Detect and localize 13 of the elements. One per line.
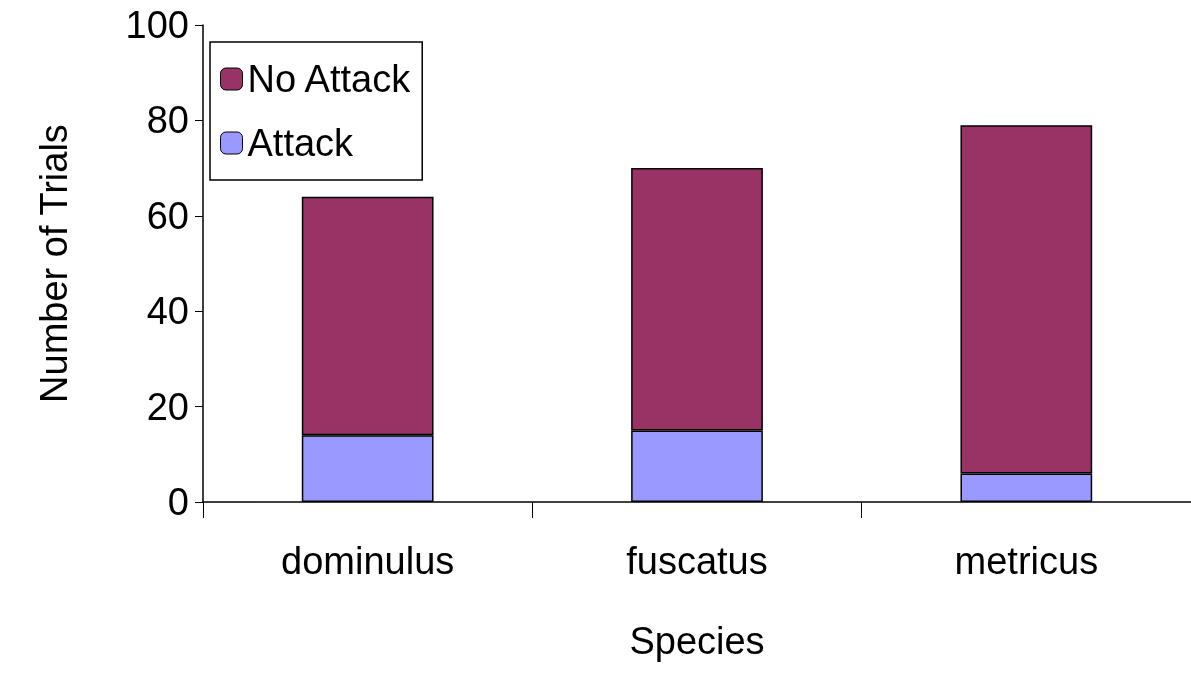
y-tick-label: 100 bbox=[125, 4, 189, 46]
y-tick-label: 0 bbox=[167, 481, 189, 523]
x-axis-title: Species bbox=[629, 620, 765, 662]
legend-label: Attack bbox=[247, 122, 355, 164]
x-tick-label: fuscatus bbox=[626, 540, 768, 582]
x-tick-label: metricus bbox=[954, 540, 1099, 582]
x-tick-label: dominulus bbox=[281, 540, 455, 582]
y-tick-label: 20 bbox=[146, 385, 189, 428]
y-tick-label: 60 bbox=[146, 194, 189, 237]
y-tick-label: 80 bbox=[146, 99, 189, 142]
y-tick-label: 40 bbox=[146, 290, 189, 333]
legend-label: No Attack bbox=[247, 58, 412, 100]
y-axis-title: Number of Trials bbox=[33, 124, 75, 403]
